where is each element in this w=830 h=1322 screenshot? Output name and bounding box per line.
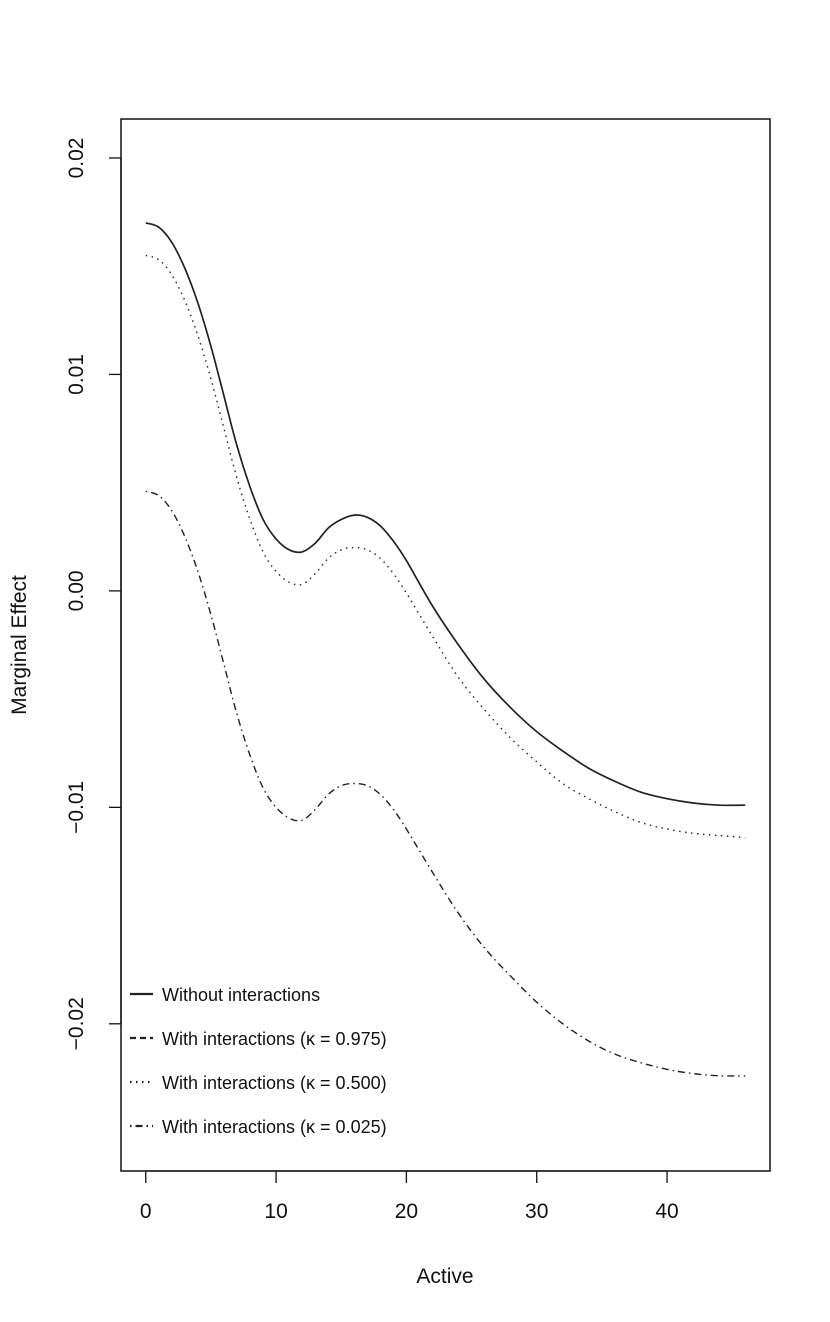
y-tick-label: −0.01 (65, 781, 88, 834)
y-axis: −0.02 −0.01 0.00 0.01 0.02 (65, 138, 122, 1050)
legend-label: With interactions (κ = 0.025) (162, 1117, 387, 1137)
series-lines (145, 222, 746, 1077)
x-tick-label: 0 (140, 1200, 152, 1223)
series-line-2 (145, 254, 746, 839)
legend: Without interactions With interactions (κ… (130, 985, 387, 1137)
legend-label: With interactions (κ = 0.500) (162, 1073, 387, 1093)
legend-label: Without interactions (162, 985, 320, 1005)
series-line-3 (145, 490, 746, 1077)
x-tick-label: 10 (264, 1200, 287, 1223)
series-line-0 (145, 222, 746, 807)
x-tick-label: 30 (525, 1200, 548, 1223)
x-tick-label: 20 (395, 1200, 418, 1223)
y-tick-label: 0.00 (65, 570, 88, 611)
y-axis-label: Marginal Effect (8, 575, 31, 715)
y-tick-label: 0.01 (65, 354, 88, 395)
legend-label: With interactions (κ = 0.975) (162, 1029, 387, 1049)
x-axis-label: Active (416, 1265, 473, 1288)
x-axis: 0 10 20 30 40 (140, 1170, 679, 1223)
y-tick-label: −0.02 (65, 997, 88, 1050)
y-tick-label: 0.02 (65, 138, 88, 179)
x-tick-label: 40 (655, 1200, 678, 1223)
